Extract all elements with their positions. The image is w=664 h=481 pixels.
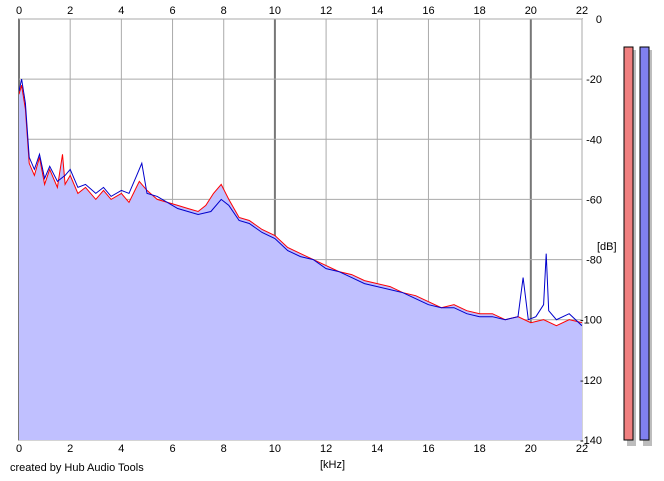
- y-tick-label: -40: [586, 134, 602, 146]
- x-tick-label: 16: [422, 5, 434, 17]
- x-tick-label: 6: [169, 443, 175, 455]
- x-axis-label: [kHz]: [320, 459, 345, 471]
- x-tick-label: 16: [422, 443, 434, 455]
- x-tick-label: 10: [269, 443, 281, 455]
- x-tick-label: 14: [371, 5, 383, 17]
- x-tick-label: 20: [525, 443, 537, 455]
- y-tick-label: -120: [580, 375, 602, 387]
- x-tick-label: 4: [118, 443, 124, 455]
- y-tick-label: 0: [596, 14, 602, 26]
- x-tick-label: 18: [474, 5, 486, 17]
- area-fill: [19, 85, 582, 440]
- y-tick-label: -20: [586, 74, 602, 86]
- x-tick-label: 4: [118, 5, 124, 17]
- x-tick-label: 2: [67, 443, 73, 455]
- x-tick-label: 2: [67, 5, 73, 17]
- x-tick-label: 18: [474, 443, 486, 455]
- x-tick-label: 6: [169, 5, 175, 17]
- series-line-2: [19, 78, 582, 327]
- x-tick-label: 22: [576, 5, 588, 17]
- x-tick-label: 22: [576, 443, 588, 455]
- x-tick-label: 0: [16, 5, 22, 17]
- spectrum-fill: [19, 85, 582, 440]
- series-layer: [19, 78, 582, 327]
- level-meter-2: [639, 46, 650, 441]
- x-tick-label: 10: [269, 5, 281, 17]
- y-tick-label: -80: [586, 255, 602, 267]
- x-tick-label: 12: [320, 443, 332, 455]
- x-tick-label: 8: [221, 443, 227, 455]
- y-axis-label: [dB]: [597, 241, 617, 253]
- credit-text: created by Hub Audio Tools: [10, 462, 144, 474]
- x-tick-label: 12: [320, 5, 332, 17]
- y-axis-ticks: 0 -20 -40 -60 -80 -100 -120 -140: [580, 14, 602, 447]
- level-meter-1: [623, 46, 634, 441]
- x-tick-label: 20: [525, 5, 537, 17]
- y-tick-label: -100: [580, 315, 602, 327]
- y-tick-label: -60: [586, 194, 602, 206]
- level-meters: [623, 46, 652, 446]
- series-line-1: [19, 85, 582, 327]
- x-tick-label: 0: [16, 443, 22, 455]
- y-tick-label: -140: [580, 435, 602, 447]
- x-tick-label: 8: [221, 5, 227, 17]
- x-tick-label: 14: [371, 443, 383, 455]
